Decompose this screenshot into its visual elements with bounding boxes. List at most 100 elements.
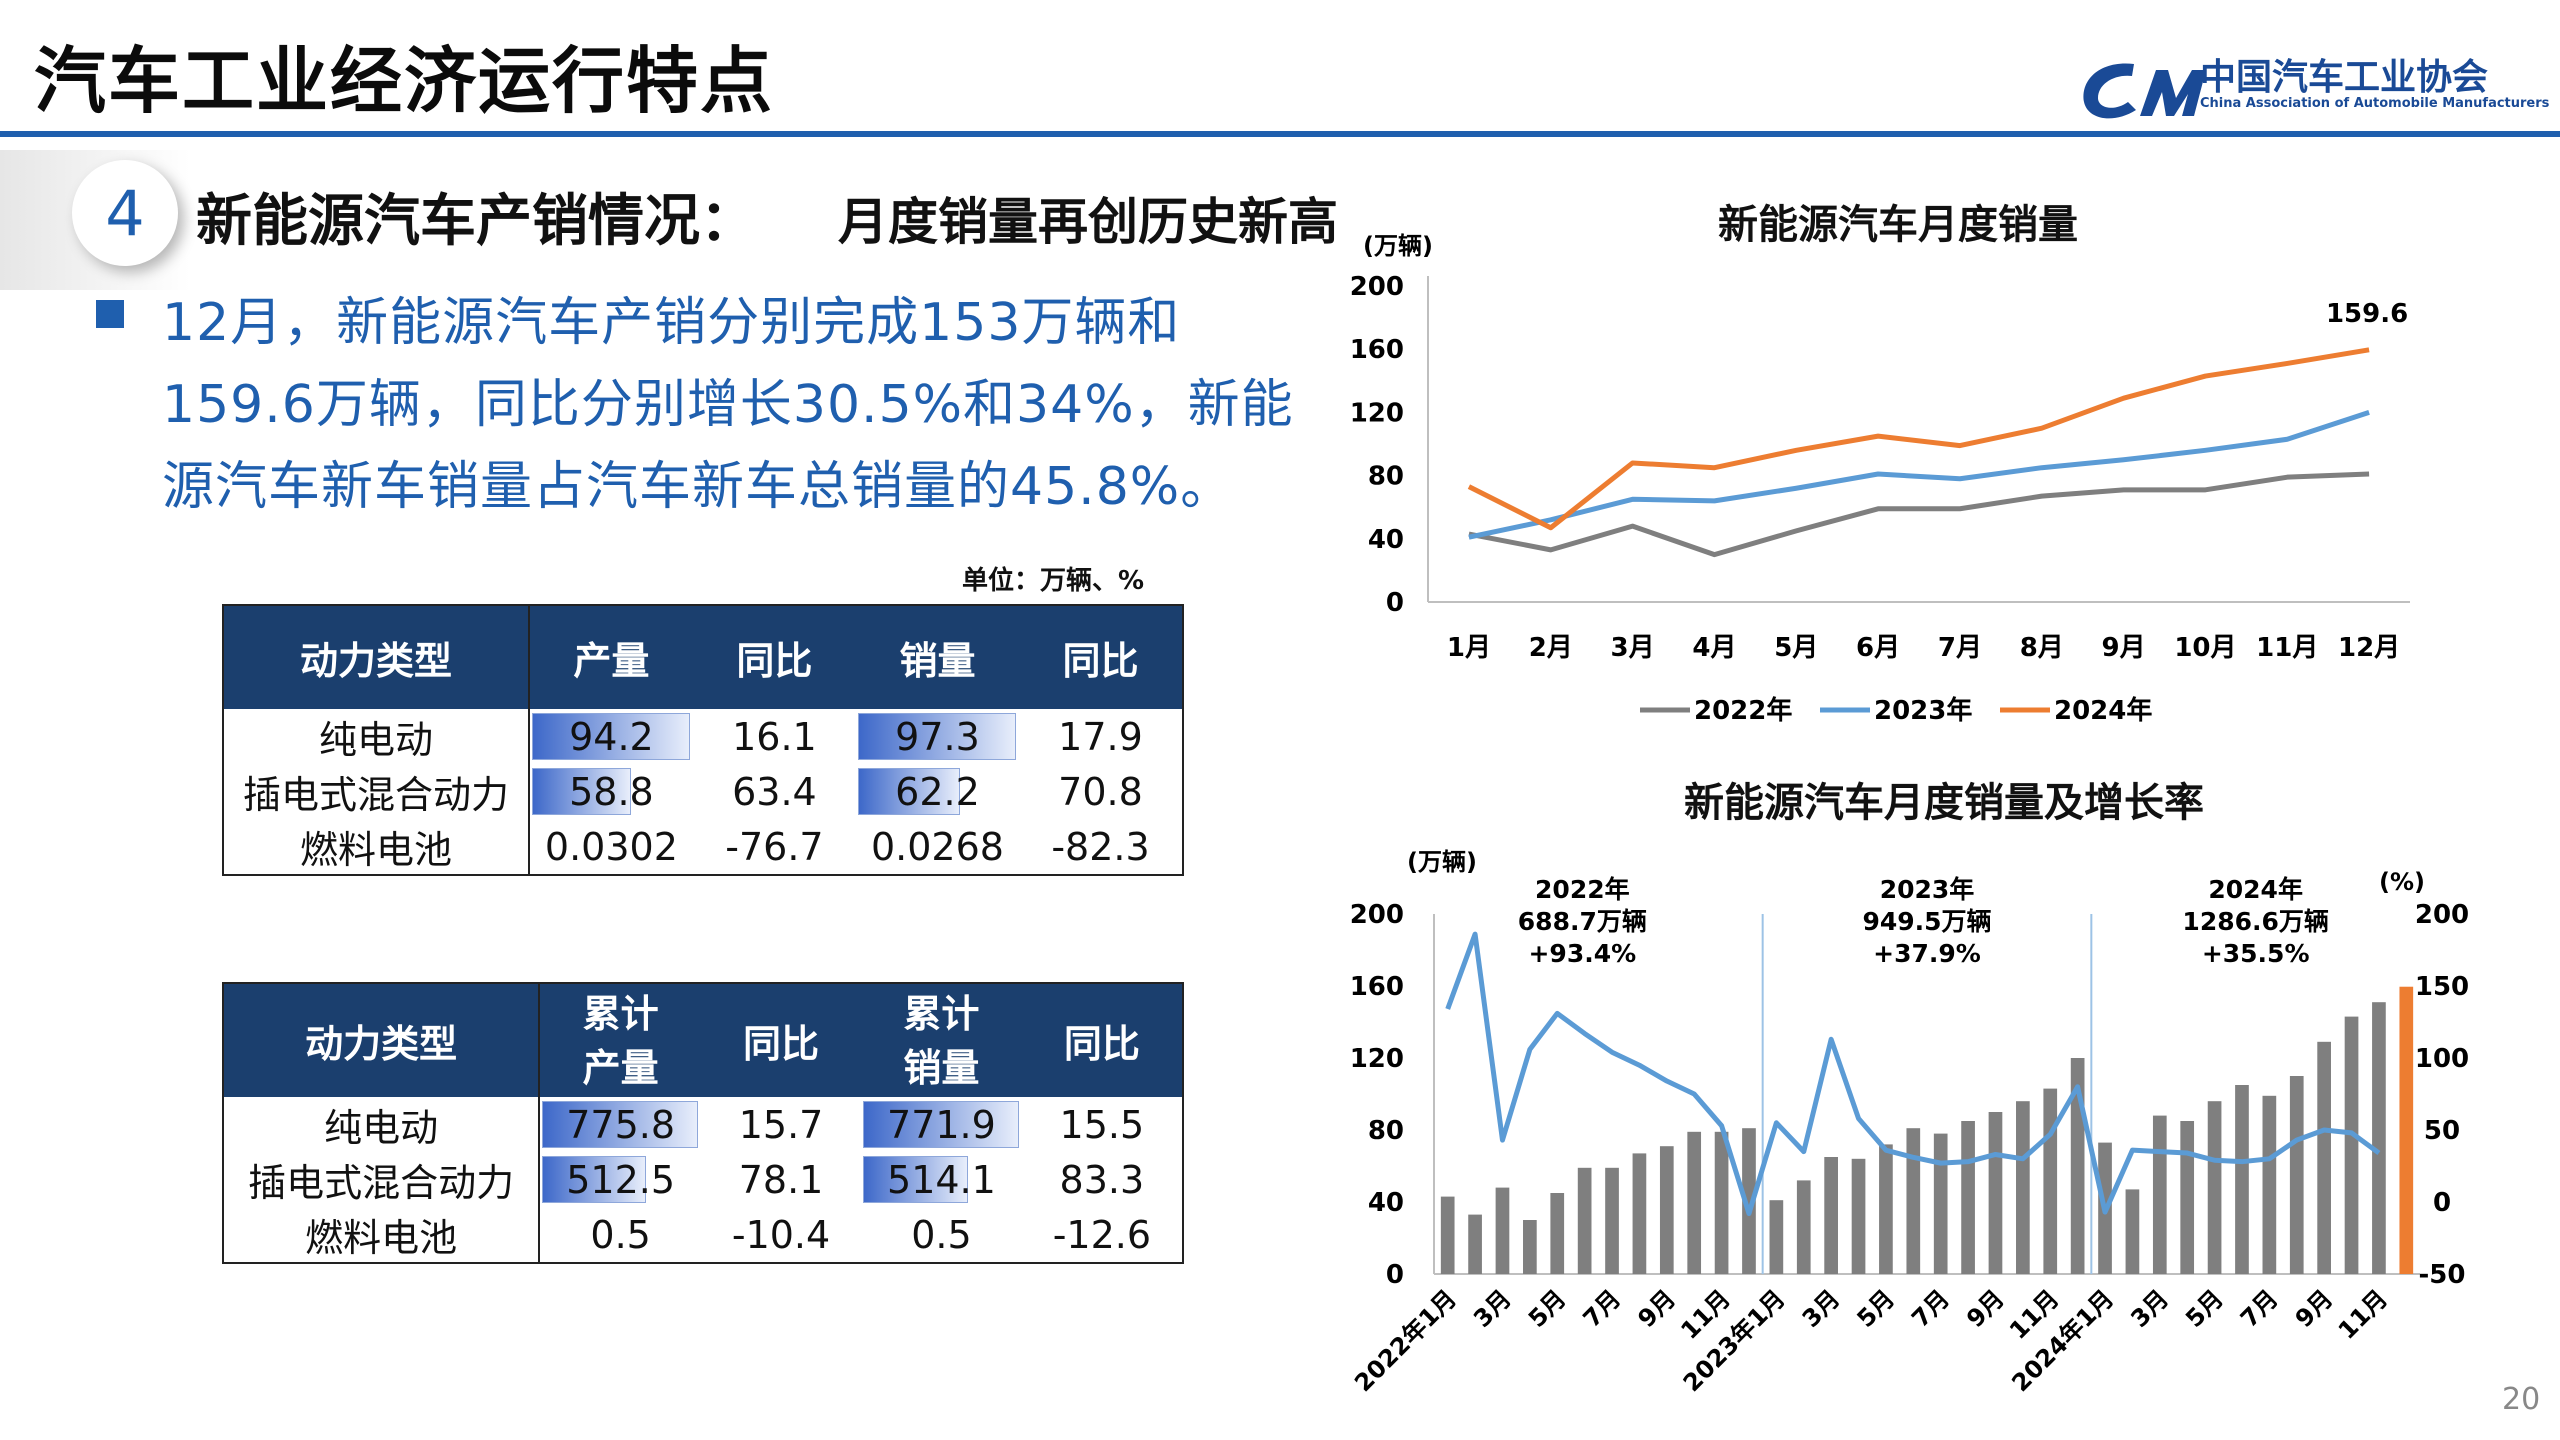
chart2-xtick-label: 3月 (2125, 1284, 2174, 1333)
table1-cell-sales: 0.0268 (870, 824, 1004, 869)
cumulative-table: 动力类型 累计 产量 同比 累计 销量 同比 纯电动 775.8 15.7 771.9 15… (222, 982, 1184, 1264)
monthly-sales-line-chart: (万辆) 0 40 80 120 160 200 1月 2月 3月 4月 5月 6月 7月 8月 9月 10月 1… (1350, 232, 2410, 726)
table2-cell-type: 燃料电池 (223, 1207, 541, 1263)
chart1-legend-label: 2022年 (1694, 695, 1792, 726)
caam-logo (2083, 63, 2206, 119)
header-divider (0, 131, 2560, 137)
chart2-bar (1714, 1131, 1729, 1274)
chart1-title: 新能源汽车月度销量 (1718, 202, 2078, 248)
chart1-ytick-label: 160 (1350, 335, 1404, 365)
chart2-growth-line (1445, 931, 2381, 1217)
table1-header-prod-yoy: 同比 (692, 605, 856, 709)
chart1-legend-label: 2024年 (2054, 695, 2152, 726)
chart1-xtick-label: 12月 (2338, 633, 2400, 663)
table1-cell-prod-yoy: 16.1 (732, 714, 817, 759)
chart2-bar (1824, 1157, 1838, 1274)
paragraph-line-3: 源汽车新车销量占汽车新车总销量的45.8%。 (162, 457, 1234, 517)
table2-cell-sales: 514.1 (861, 1152, 1022, 1207)
table2-cell-prod-yoy: -10.4 (731, 1212, 831, 1257)
section-title: 新能源汽车产销情况： (196, 189, 756, 254)
table1-cell-prod: 58.8 (529, 764, 693, 819)
chart2-ytick-label: 0 (1386, 1260, 1404, 1290)
table2-row: 插电式混合动力 512.5 78.1 514.1 83.3 (223, 1152, 1183, 1207)
table2-header-prod-yoy: 同比 (700, 983, 862, 1097)
chart2-group-annotation: +93.4% (1528, 939, 1636, 968)
table2-row: 纯电动 775.8 15.7 771.9 15.5 (223, 1097, 1183, 1152)
table2-cell-prod: 512.5 (539, 1152, 701, 1207)
page-title: 汽车工业经济运行特点 (34, 39, 775, 123)
chart1-ytick-label: 40 (1368, 525, 1404, 555)
logo-cn-text: 中国汽车工业协会 (2200, 57, 2489, 98)
chart1-xtick-label: 7月 (1938, 633, 1982, 663)
chart2-ytick-label: 160 (1350, 972, 1404, 1002)
table2-cell-sales: 771.9 (861, 1097, 1022, 1152)
chart2-bar (1659, 1146, 1674, 1274)
chart1-ytick-label: 200 (1350, 272, 1404, 302)
chart2-ytick-label: 200 (1350, 900, 1404, 930)
chart2-xtick-label: 3月 (1797, 1284, 1846, 1333)
chart2-bar (1769, 1200, 1784, 1274)
chart2-bar (2317, 1041, 2331, 1274)
chart2-bar (2372, 1002, 2386, 1274)
chart1-xtick-label: 10月 (2174, 633, 2236, 663)
chart2-bar (1879, 1144, 1893, 1274)
chart2-y2tick-label: 100 (2415, 1044, 2469, 1074)
chart2-bar (1961, 1121, 1975, 1274)
chart1-xtick-label: 6月 (1856, 633, 1900, 663)
chart2-bar (2289, 1076, 2304, 1274)
chart1-series-line-2022年 (1468, 471, 2370, 558)
chart1-legend-label: 2023年 (1874, 695, 1972, 726)
chart2-bar (1577, 1167, 1592, 1274)
chart2-bar (2262, 1095, 2277, 1274)
chart2-xtick-label: 2022年1月 (1349, 1284, 1462, 1397)
unit-label: 单位：万辆、% (962, 566, 1145, 596)
chart2-y2tick-label: 0 (2433, 1188, 2451, 1218)
chart2-bar (1933, 1133, 1948, 1274)
chart1-ytick-label: 80 (1368, 462, 1404, 492)
section-number-badge: 4 (72, 160, 178, 266)
table2-cell-sales-yoy: 15.5 (1059, 1102, 1145, 1147)
table2-cell-sales: 0.5 (911, 1212, 972, 1257)
chart2-bar (1687, 1131, 1702, 1274)
table1-cell-prod-yoy: 63.4 (732, 769, 817, 814)
chart2-group-annotation: +35.5% (2202, 939, 2310, 968)
table1-cell-type: 燃料电池 (223, 819, 530, 875)
chart2-bar (1742, 1128, 1756, 1274)
table2-cell-prod-yoy: 78.1 (738, 1157, 824, 1202)
chart1-series-line-2023年 (1468, 410, 2370, 540)
chart2-bar (1851, 1158, 1866, 1274)
chart1-series-line-2024年 (1467, 347, 2370, 531)
chart2-bar (2235, 1085, 2249, 1274)
chart2-xtick-label: 5月 (1852, 1284, 1901, 1333)
table2-header-type: 动力类型 (223, 983, 541, 1097)
chart2-ytick-label: 80 (1368, 1116, 1404, 1146)
table1-cell-prod: 0.0302 (544, 824, 678, 869)
chart2-y2tick-label: 50 (2424, 1116, 2460, 1146)
table2-header-prod: 累计 产量 (539, 983, 701, 1097)
chart2-xtick-label: 3月 (1468, 1284, 1517, 1333)
chart2-group-annotation: 688.7万辆 (1518, 907, 1647, 936)
table1-cell-type: 纯电动 (223, 709, 530, 764)
table2-cell-prod-yoy: 15.7 (738, 1102, 824, 1147)
chart2-ytick-label: 120 (1350, 1044, 1404, 1074)
table1-cell-sales-yoy: 70.8 (1058, 769, 1143, 814)
table2-cell-type: 插电式混合动力 (223, 1152, 541, 1207)
chart2-xtick-label: 5月 (2180, 1284, 2229, 1333)
chart1-ytick-label: 120 (1350, 398, 1404, 428)
chart2-bar (2152, 1115, 2167, 1274)
table2-cell-type: 纯电动 (223, 1097, 541, 1152)
chart1-xtick-label: 5月 (1774, 633, 1818, 663)
chart1-xtick-label: 11月 (2256, 633, 2318, 663)
table2-cell-sales-yoy: -12.6 (1052, 1212, 1152, 1257)
table1-header-sales: 销量 (855, 605, 1019, 709)
chart2-xtick-label: 5月 (1523, 1284, 1572, 1333)
table1-header-sales-yoy: 同比 (1018, 605, 1183, 709)
chart2-bar (1796, 1180, 1811, 1274)
chart2-bar (1605, 1167, 1619, 1274)
chart2-bar (2344, 1016, 2359, 1274)
chart2-bar (1906, 1128, 1921, 1274)
monthly-sales-growth-chart: (万辆) (%) 0 40 80 120 160 200 -50 0 50 100 150 200 2022… (1349, 848, 2469, 1397)
chart2-bar (2016, 1101, 2030, 1274)
table1-cell-sales: 97.3 (856, 709, 1019, 764)
chart2-ytick-label: 40 (1368, 1188, 1404, 1218)
